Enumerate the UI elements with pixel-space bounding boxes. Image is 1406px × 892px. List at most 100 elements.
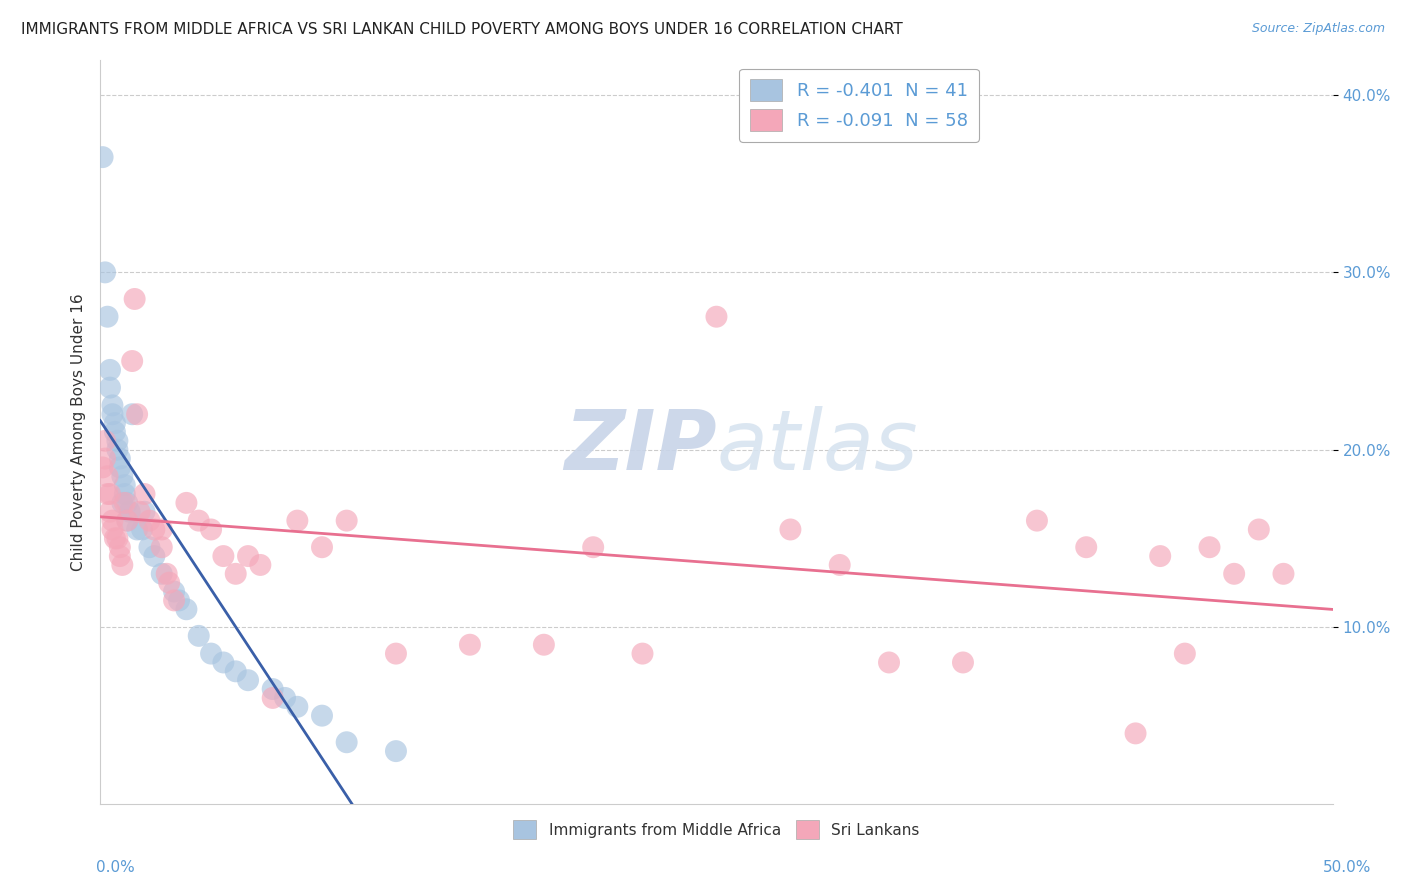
Point — [143, 523, 166, 537]
Point — [121, 407, 143, 421]
Point — [533, 638, 555, 652]
Point — [127, 523, 149, 537]
Point — [274, 690, 297, 705]
Point — [1076, 540, 1098, 554]
Point — [385, 647, 408, 661]
Point — [111, 469, 134, 483]
Point — [91, 460, 114, 475]
Point — [96, 487, 118, 501]
Point — [101, 514, 124, 528]
Point — [114, 478, 136, 492]
Point — [94, 451, 117, 466]
Point — [336, 514, 359, 528]
Y-axis label: Child Poverty Among Boys Under 16: Child Poverty Among Boys Under 16 — [72, 293, 86, 571]
Point — [138, 540, 160, 554]
Point — [163, 593, 186, 607]
Text: ZIP: ZIP — [564, 407, 717, 487]
Point — [98, 363, 121, 377]
Point — [138, 514, 160, 528]
Point — [828, 558, 851, 572]
Point — [385, 744, 408, 758]
Point — [779, 523, 801, 537]
Point — [98, 505, 121, 519]
Point — [96, 310, 118, 324]
Point — [225, 665, 247, 679]
Point — [114, 487, 136, 501]
Point — [706, 310, 728, 324]
Point — [187, 629, 209, 643]
Point — [1174, 647, 1197, 661]
Point — [124, 292, 146, 306]
Point — [108, 549, 131, 563]
Point — [262, 681, 284, 696]
Point — [105, 532, 128, 546]
Point — [1125, 726, 1147, 740]
Point — [236, 673, 259, 688]
Point — [176, 496, 198, 510]
Point — [105, 442, 128, 457]
Point — [249, 558, 271, 572]
Point — [212, 549, 235, 563]
Point — [200, 523, 222, 537]
Point — [96, 469, 118, 483]
Point — [101, 523, 124, 537]
Legend: Immigrants from Middle Africa, Sri Lankans: Immigrants from Middle Africa, Sri Lanka… — [508, 814, 925, 845]
Point — [108, 460, 131, 475]
Point — [200, 647, 222, 661]
Point — [285, 514, 308, 528]
Point — [1272, 566, 1295, 581]
Point — [111, 558, 134, 572]
Text: 50.0%: 50.0% — [1323, 861, 1371, 875]
Point — [104, 416, 127, 430]
Point — [117, 514, 139, 528]
Point — [108, 540, 131, 554]
Point — [98, 487, 121, 501]
Point — [108, 451, 131, 466]
Point — [285, 699, 308, 714]
Text: atlas: atlas — [717, 407, 918, 487]
Point — [311, 708, 333, 723]
Point — [143, 549, 166, 563]
Point — [187, 514, 209, 528]
Point — [582, 540, 605, 554]
Point — [877, 656, 900, 670]
Point — [94, 434, 117, 448]
Point — [167, 593, 190, 607]
Point — [104, 425, 127, 439]
Point — [458, 638, 481, 652]
Point — [1223, 566, 1246, 581]
Point — [1198, 540, 1220, 554]
Point — [631, 647, 654, 661]
Point — [111, 496, 134, 510]
Point — [150, 566, 173, 581]
Point — [311, 540, 333, 554]
Point — [118, 505, 141, 519]
Text: Source: ZipAtlas.com: Source: ZipAtlas.com — [1251, 22, 1385, 36]
Point — [104, 532, 127, 546]
Point — [236, 549, 259, 563]
Point — [131, 523, 153, 537]
Point — [117, 514, 139, 528]
Point — [134, 487, 156, 501]
Point — [127, 407, 149, 421]
Point — [1247, 523, 1270, 537]
Point — [94, 265, 117, 279]
Point — [262, 690, 284, 705]
Point — [1026, 514, 1049, 528]
Point — [150, 540, 173, 554]
Point — [134, 505, 156, 519]
Point — [157, 575, 180, 590]
Point — [98, 381, 121, 395]
Text: IMMIGRANTS FROM MIDDLE AFRICA VS SRI LANKAN CHILD POVERTY AMONG BOYS UNDER 16 CO: IMMIGRANTS FROM MIDDLE AFRICA VS SRI LAN… — [21, 22, 903, 37]
Point — [156, 566, 179, 581]
Point — [121, 354, 143, 368]
Point — [105, 434, 128, 448]
Point — [114, 496, 136, 510]
Point — [212, 656, 235, 670]
Point — [1149, 549, 1171, 563]
Point — [336, 735, 359, 749]
Point — [225, 566, 247, 581]
Text: 0.0%: 0.0% — [96, 861, 135, 875]
Point — [101, 407, 124, 421]
Point — [176, 602, 198, 616]
